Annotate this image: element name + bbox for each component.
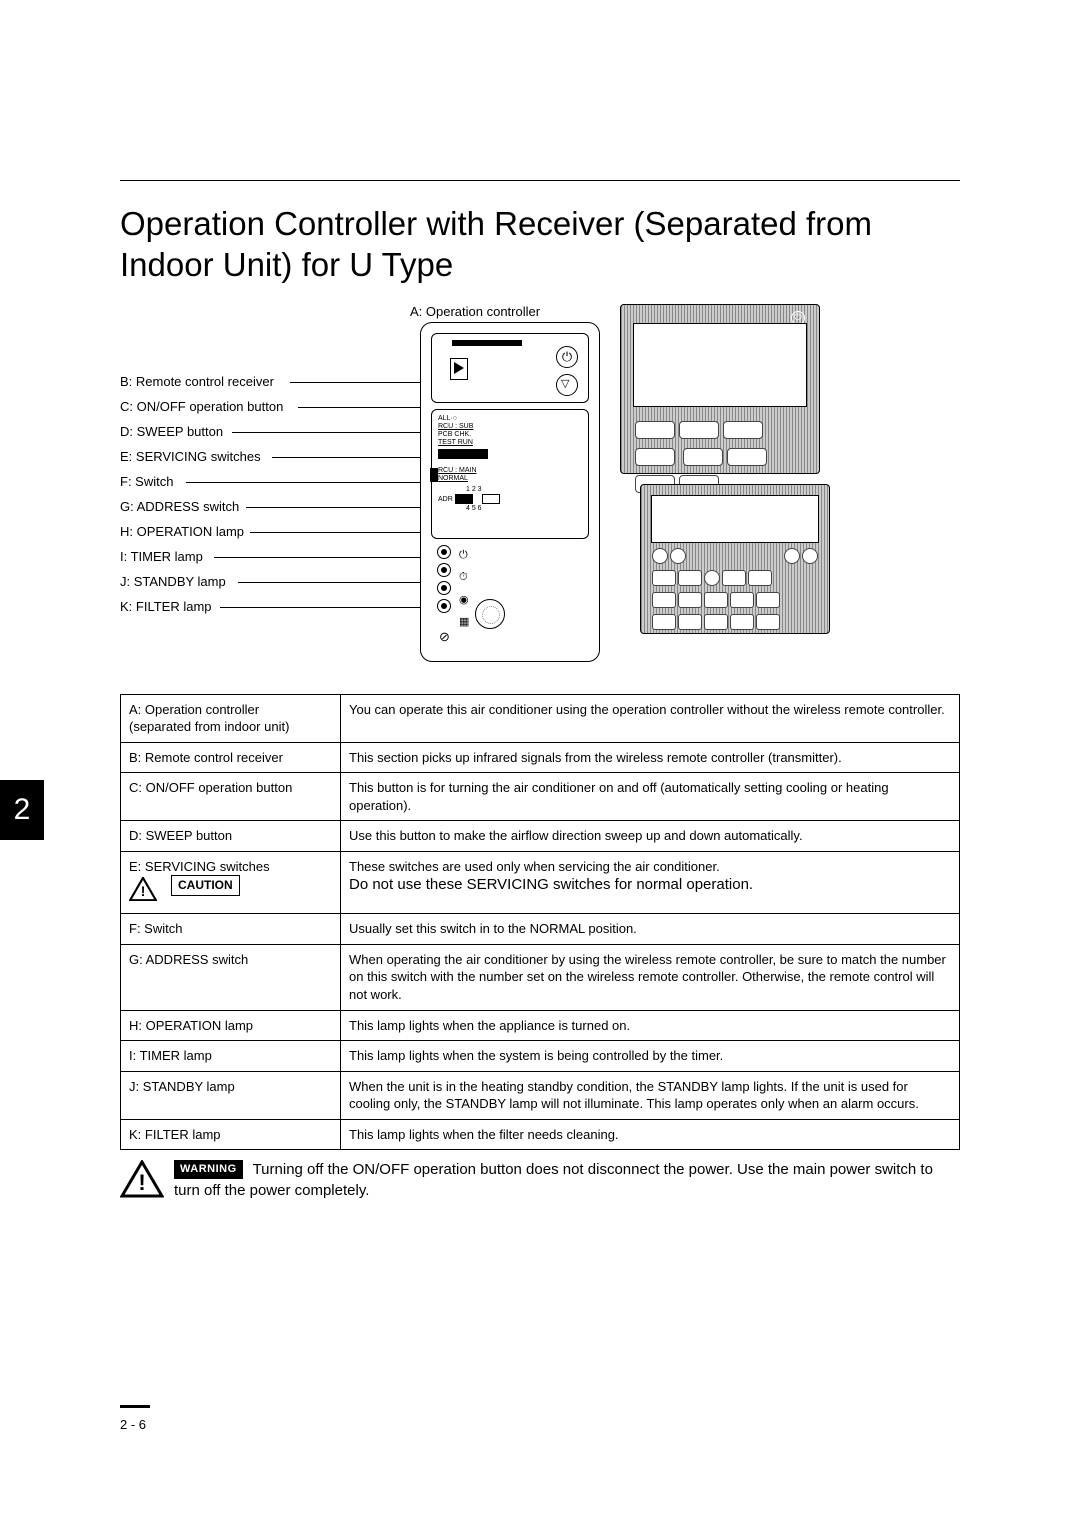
table-row: K: FILTER lamp This lamp lights when the… — [121, 1119, 960, 1150]
caution-icon: ! — [129, 877, 163, 907]
operation-lamp-icon — [437, 545, 451, 559]
filter-lamp-icon — [437, 599, 451, 613]
controller-schematic: ⏻ ALL·○ RCU : SUB PCB CHK. TEST RUN RCU … — [420, 322, 600, 662]
sweep-icon — [556, 374, 578, 396]
table-row: H: OPERATION lamp This lamp lights when … — [121, 1010, 960, 1041]
power-icon: ⏻ — [556, 346, 578, 368]
remote-closed: ⏻ — [620, 304, 820, 474]
table-row: D: SWEEP button Use this button to make … — [121, 821, 960, 852]
warning-badge: WARNING — [174, 1160, 243, 1179]
table-row: E: SERVICING switches ! CAUTION These sw… — [121, 851, 960, 914]
controller-mid: ALL·○ RCU : SUB PCB CHK. TEST RUN RCU : … — [431, 409, 589, 539]
label-f: F: Switch — [120, 474, 410, 489]
table-row: C: ON/OFF operation button This button i… — [121, 773, 960, 821]
footer-rule — [120, 1405, 150, 1408]
page-number: 2 - 6 — [120, 1417, 146, 1432]
label-b: B: Remote control receiver — [120, 374, 410, 389]
svg-text:!: ! — [138, 1170, 145, 1195]
label-k: K: FILTER lamp — [120, 599, 410, 614]
table-row: B: Remote control receiver This section … — [121, 742, 960, 773]
receiver-lens-icon — [475, 599, 505, 629]
description-table: A: Operation controller(separated from i… — [120, 694, 960, 1151]
label-e: E: SERVICING switches — [120, 449, 410, 464]
filter-icon: ⊘ — [439, 629, 450, 645]
warning-text: Turning off the ON/OFF operation button … — [174, 1161, 933, 1198]
table-row: J: STANDBY lamp When the unit is in the … — [121, 1071, 960, 1119]
remote-open — [640, 484, 830, 634]
table-row: A: Operation controller(separated from i… — [121, 694, 960, 742]
table-row: G: ADDRESS switch When operating the air… — [121, 944, 960, 1010]
table-row: I: TIMER lamp This lamp lights when the … — [121, 1041, 960, 1072]
table-row: F: Switch Usually set this switch in to … — [121, 914, 960, 945]
controller-bottom: ⏻ ⏱ ◉ ▦ ⊘ — [431, 545, 589, 645]
standby-lamp-icon — [437, 581, 451, 595]
timer-lamp-icon — [437, 563, 451, 577]
controller-top: ⏻ — [431, 333, 589, 403]
warning-icon: ! — [120, 1160, 164, 1204]
label-h: H: OPERATION lamp — [120, 524, 410, 539]
label-j: J: STANDBY lamp — [120, 574, 410, 589]
label-d: D: SWEEP button — [120, 424, 410, 439]
label-g: G: ADDRESS switch — [120, 499, 410, 514]
warning-block: ! WARNING Turning off the ON/OFF operati… — [120, 1160, 960, 1204]
f-switch-icon — [430, 468, 438, 482]
top-rule — [120, 180, 960, 181]
page-title: Operation Controller with Receiver (Sepa… — [120, 203, 960, 286]
svg-text:!: ! — [141, 884, 146, 899]
receiver-icon — [450, 358, 468, 380]
chapter-badge: 2 — [0, 780, 44, 840]
diagram-caption: A: Operation controller — [410, 304, 540, 319]
caution-badge: CAUTION — [171, 875, 240, 895]
dip-switch-icon — [438, 449, 488, 459]
diagram-labels: B: Remote control receiver C: ON/OFF ope… — [120, 374, 410, 624]
diagram-area: A: Operation controller B: Remote contro… — [120, 304, 960, 674]
label-i: I: TIMER lamp — [120, 549, 410, 564]
remote-illustration: ⏻ — [620, 304, 830, 634]
label-c: C: ON/OFF operation button — [120, 399, 410, 414]
